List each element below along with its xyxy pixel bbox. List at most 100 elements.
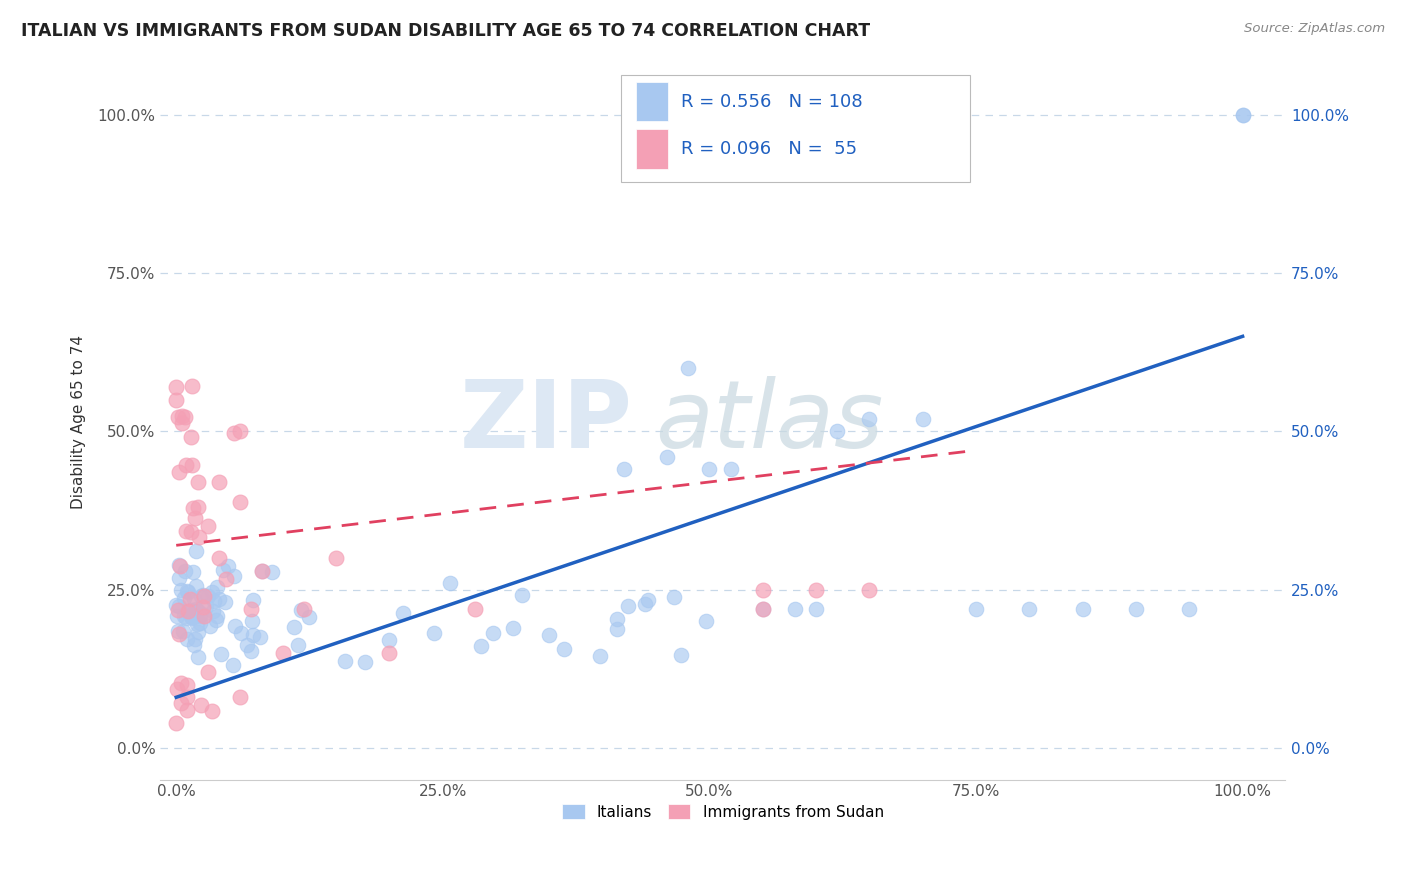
Point (193, 600, 215, 615)
Point (262, 565, 284, 579)
Point (209, 647, 232, 661)
Point (751, 601, 773, 615)
Point (217, 558, 239, 573)
Point (464, 601, 486, 615)
Point (183, 566, 205, 580)
Point (169, 559, 191, 574)
Point (240, 614, 263, 628)
Point (695, 614, 717, 628)
Point (181, 500, 204, 515)
Point (165, 380, 187, 394)
Point (165, 715, 187, 730)
Point (165, 392, 187, 407)
Point (201, 704, 224, 718)
Point (176, 703, 198, 717)
Point (207, 609, 229, 624)
Point (183, 638, 205, 652)
Point (239, 601, 262, 615)
Point (242, 628, 264, 642)
Point (173, 591, 195, 606)
Point (664, 590, 686, 604)
Point (183, 511, 205, 525)
Point (190, 589, 212, 603)
Point (201, 604, 224, 618)
Point (208, 592, 231, 607)
Point (204, 613, 226, 627)
Point (482, 625, 505, 640)
Point (1232, 108, 1254, 122)
Text: R = 0.556   N = 108: R = 0.556 N = 108 (681, 93, 863, 111)
Point (188, 609, 211, 624)
Point (186, 616, 208, 631)
Point (169, 676, 191, 690)
Point (166, 608, 188, 623)
Point (190, 607, 212, 621)
Point (669, 648, 692, 663)
Point (377, 632, 399, 647)
Point (179, 592, 201, 607)
Point (183, 605, 205, 619)
Point (187, 649, 209, 664)
Point (804, 582, 827, 597)
Point (224, 618, 246, 632)
Point (423, 625, 446, 640)
Point (606, 612, 628, 626)
Point (166, 681, 188, 696)
Point (292, 601, 315, 615)
Text: R = 0.096   N =  55: R = 0.096 N = 55 (681, 140, 858, 158)
Point (167, 409, 190, 424)
Point (699, 462, 721, 476)
Point (174, 410, 197, 425)
Y-axis label: Disability Age 65 to 74: Disability Age 65 to 74 (72, 334, 86, 508)
Point (229, 690, 252, 705)
Legend: Italians, Immigrants from Sudan: Italians, Immigrants from Sudan (555, 797, 890, 826)
Point (194, 599, 217, 613)
Point (166, 603, 188, 617)
Point (170, 416, 193, 430)
Point (167, 571, 190, 585)
Point (229, 425, 252, 439)
Point (187, 604, 209, 618)
Point (174, 458, 197, 472)
Point (1232, 108, 1254, 122)
Point (751, 582, 773, 597)
Point (167, 599, 190, 613)
Point (249, 630, 271, 644)
Text: Source: ZipAtlas.com: Source: ZipAtlas.com (1244, 22, 1385, 36)
Point (188, 615, 211, 630)
Point (502, 621, 524, 635)
Point (287, 638, 309, 652)
Point (229, 626, 252, 640)
Point (751, 601, 773, 615)
Point (235, 638, 257, 652)
Point (186, 475, 208, 489)
Point (208, 475, 231, 489)
Point (827, 425, 849, 439)
Point (193, 589, 215, 603)
Point (165, 598, 187, 612)
Point (439, 576, 461, 591)
Point (190, 698, 212, 712)
Point (180, 430, 202, 444)
Point (353, 655, 375, 669)
Point (202, 594, 225, 608)
Point (193, 609, 215, 624)
Point (392, 606, 415, 620)
Point (167, 627, 190, 641)
Point (170, 582, 193, 597)
Point (589, 648, 612, 663)
Point (193, 588, 215, 602)
Point (184, 602, 207, 616)
Point (510, 588, 533, 602)
Point (537, 628, 560, 642)
Point (553, 641, 575, 656)
Point (214, 595, 236, 609)
Point (169, 558, 191, 573)
Point (167, 624, 190, 639)
Point (290, 603, 312, 617)
Point (200, 585, 222, 599)
Point (179, 603, 201, 617)
Point (1178, 601, 1201, 615)
Point (378, 646, 401, 660)
Point (167, 465, 190, 479)
